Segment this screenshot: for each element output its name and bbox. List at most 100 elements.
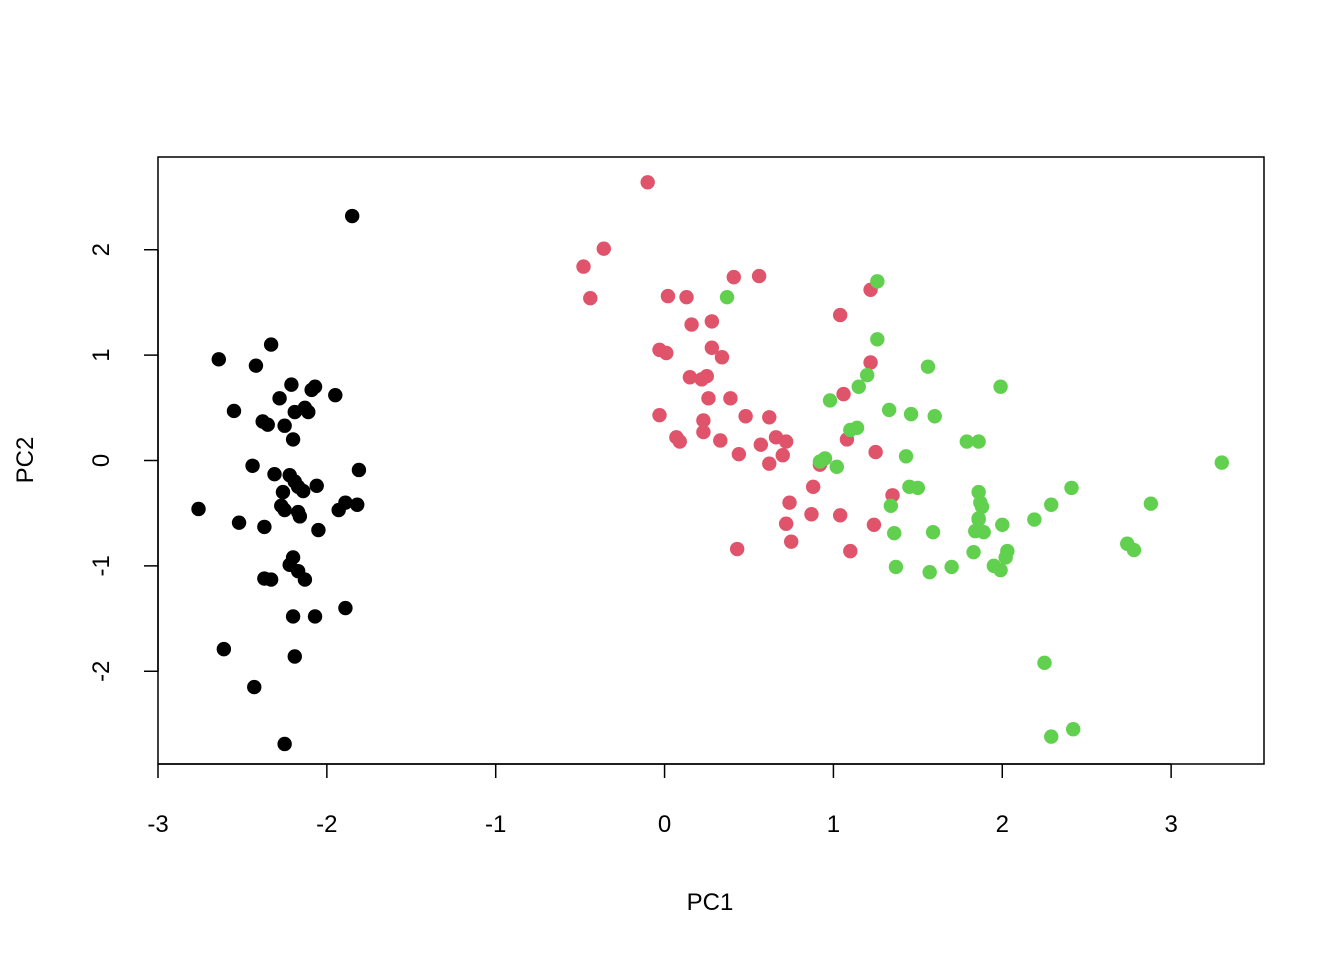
data-point-series-3 [925,524,941,540]
x-tick-label: -2 [316,811,337,838]
y-tick-label: -1 [88,555,115,576]
data-point-series-2 [640,175,655,190]
data-point-series-2 [804,507,819,522]
data-point-series-1 [245,458,260,473]
data-point-series-2 [723,391,738,406]
data-point-series-1 [307,609,323,624]
data-point-series-3 [1065,722,1081,737]
data-point-series-2 [713,433,728,448]
data-point-series-2 [863,355,878,370]
x-axis: -3 -2 -1 0 1 2 3 [147,763,1178,838]
data-point-series-2 [596,241,611,256]
data-point-series-2 [679,289,694,305]
data-point-series-2 [704,340,720,355]
data-point-series-3 [971,434,986,449]
x-axis-label: PC1 [687,889,734,916]
data-point-series-2 [660,288,676,304]
data-point-series-1 [338,600,353,616]
data-point-series-2 [751,268,767,284]
x-tick-label: 2 [996,811,1009,838]
plot-frame [157,156,1265,765]
x-tick-label: -3 [147,811,168,838]
data-point-series-3 [993,379,1008,394]
data-point-series-3 [903,406,919,422]
data-point-series-3 [870,274,885,289]
x-tick-label: 0 [658,811,671,838]
data-point-series-1 [263,337,279,352]
data-point-series-2 [843,543,858,559]
data-point-series-3 [887,526,902,541]
data-point-series-3 [920,359,936,374]
data-point-series-1 [277,502,292,518]
data-point-series-3 [1143,496,1159,511]
data-point-series-2 [832,307,848,323]
data-point-series-1 [328,387,343,403]
data-point-series-2 [652,407,667,423]
data-point-series-3 [910,480,926,496]
data-point-series-3 [859,367,875,383]
data-point-series-1 [257,519,272,535]
data-point-series-2 [659,345,674,361]
data-point-series-2 [696,424,711,440]
data-point-series-1 [331,502,346,518]
data-point-series-3 [927,409,942,424]
data-point-series-1 [285,609,301,624]
data-point-series-3 [870,332,885,347]
data-point-series-1 [191,501,206,517]
data-point-series-1 [277,418,292,433]
data-point-series-2 [682,370,698,385]
data-point-series-2 [704,314,720,329]
x-tick-label: -1 [485,811,506,838]
data-point-series-1 [344,208,360,224]
data-points [191,175,1229,752]
data-point-series-3 [922,565,937,580]
data-point-series-1 [275,484,291,500]
data-point-series-1 [296,483,311,499]
data-point-series-2 [576,259,591,274]
y-axis-label: PC2 [12,437,39,484]
x-tick-label: 3 [1164,811,1177,838]
data-point-series-3 [1037,655,1052,671]
data-point-series-1 [260,417,275,432]
data-point-series-1 [272,391,287,406]
data-point-series-2 [782,495,797,510]
data-point-series-3 [1044,497,1059,512]
data-point-series-1 [284,377,299,392]
data-point-series-1 [285,432,301,447]
data-point-series-1 [301,404,316,420]
data-point-series-1 [216,641,232,657]
data-point-series-2 [714,350,730,365]
data-point-series-2 [762,456,777,471]
data-point-series-2 [784,534,799,549]
data-point-series-2 [832,508,848,523]
data-point-series-1 [287,649,302,664]
data-point-series-2 [726,269,741,285]
data-point-series-1 [211,352,226,367]
y-tick-label: 2 [88,243,115,256]
data-point-series-2 [778,516,794,531]
data-point-series-1 [248,358,264,373]
data-point-series-1 [231,515,247,530]
data-point-series-3 [971,511,986,526]
data-point-series-1 [309,478,324,493]
data-point-series-3 [1214,455,1229,470]
data-point-series-3 [719,289,735,305]
data-point-series-2 [583,291,598,306]
y-tick-label: -2 [88,661,115,682]
data-point-series-3 [1044,729,1059,744]
data-point-series-3 [898,449,914,464]
data-point-series-2 [868,444,883,460]
data-point-series-1 [292,509,308,524]
data-point-series-3 [998,550,1013,565]
data-point-series-3 [1027,512,1042,527]
data-point-series-3 [829,459,844,475]
data-point-series-2 [672,434,687,449]
data-point-series-3 [881,402,897,418]
data-point-series-3 [883,498,899,514]
y-tick-label: 0 [88,454,115,467]
data-point-series-2 [729,541,745,557]
data-point-series-2 [805,479,821,495]
data-point-series-2 [836,386,851,402]
x-tick-label: 1 [827,811,840,838]
